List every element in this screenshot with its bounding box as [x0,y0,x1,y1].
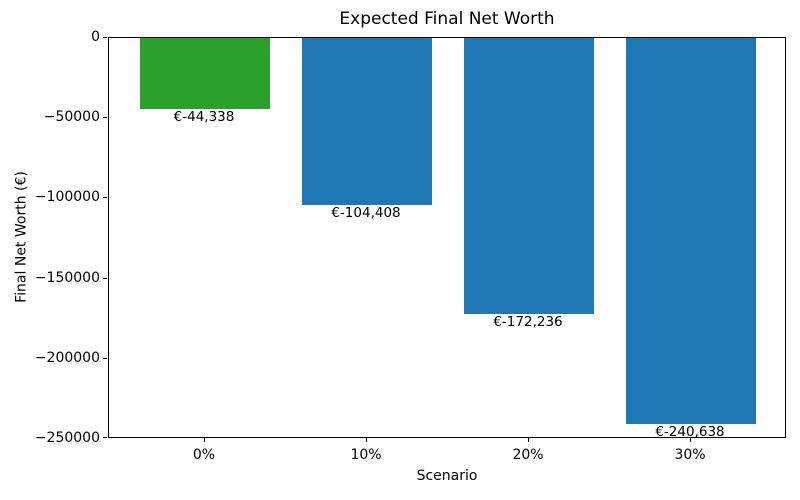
plot-area [108,37,786,438]
bar-0-percent [140,38,270,109]
x-tick-mark [204,438,205,442]
y-tick-mark [103,437,107,438]
bar-value-label: €-44,338 [173,109,235,125]
bar-value-label: €-172,236 [493,314,563,330]
chart-title: Expected Final Net Worth [339,9,555,29]
x-tick-label: 10% [350,447,382,463]
y-tick-label: −50000 [43,109,100,125]
x-tick-mark [690,438,691,442]
bar-20-percent [464,38,594,314]
y-tick-label: −100000 [34,189,100,205]
bar-10-percent [302,38,432,205]
y-axis-label: Final Net Worth (€) [13,171,30,303]
y-tick-label: −200000 [34,350,100,366]
x-tick-mark [528,438,529,442]
y-tick-label: −250000 [34,430,100,446]
bar-30-percent [626,38,756,424]
y-tick-mark [103,358,107,359]
x-axis-label: Scenario [416,468,478,484]
x-tick-mark [366,438,367,442]
x-tick-label: 0% [192,447,216,463]
x-tick-label: 30% [674,447,706,463]
y-tick-mark [103,197,107,198]
y-tick-label: −150000 [34,270,100,286]
bar-value-label: €-240,638 [655,424,725,440]
x-tick-label: 20% [512,447,544,463]
y-tick-mark [103,117,107,118]
y-tick-mark [103,37,107,38]
y-tick-mark [103,278,107,279]
y-tick-label: 0 [91,29,100,45]
bar-value-label: €-104,408 [331,205,401,221]
